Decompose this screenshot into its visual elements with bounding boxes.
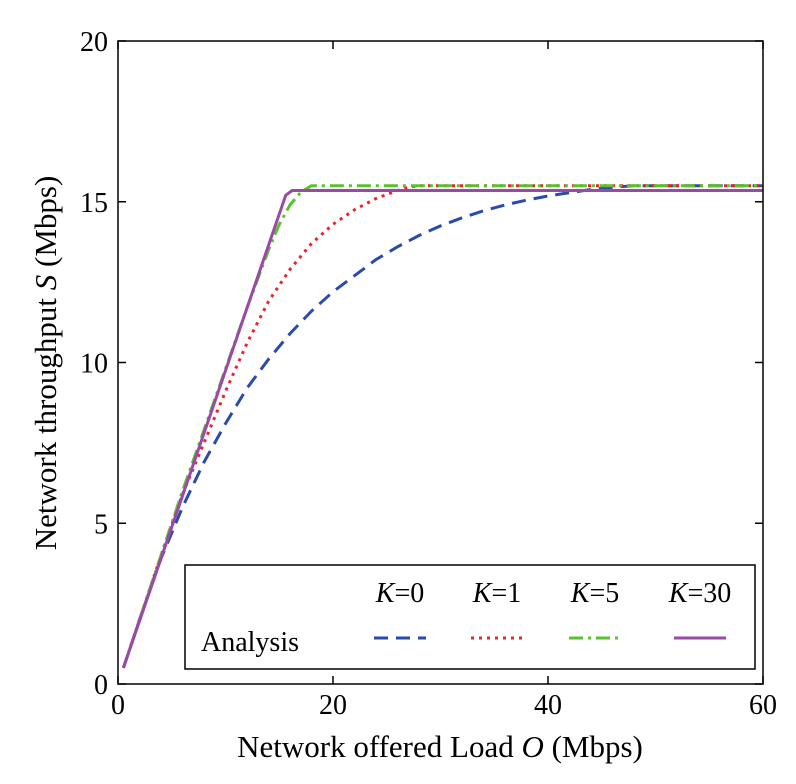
series-line-k0: [121, 184, 763, 669]
series-line-k30: [121, 189, 763, 669]
legend-var: K: [375, 578, 396, 609]
x-tick-label: 40: [534, 690, 562, 721]
legend-var: K: [472, 578, 493, 609]
legend-value: =1: [491, 578, 521, 609]
legend-value: =30: [687, 578, 731, 609]
legend-box: [184, 564, 756, 670]
y-tick-label: 5: [94, 509, 108, 540]
x-tick-label: 20: [319, 690, 347, 721]
x-axis-label-var: O: [521, 729, 543, 764]
series-lines: [121, 184, 763, 669]
y-axis-ticks: 0 5 10 15 20: [80, 27, 763, 701]
y-axis-label-post: (Mbps): [28, 176, 63, 275]
legend-label-k1: K=1: [472, 578, 521, 609]
legend-label-k5: K=5: [570, 578, 619, 609]
y-tick-label: 10: [80, 349, 108, 380]
x-axis-label-post: (Mbps): [544, 729, 643, 764]
y-axis-label-var: S: [28, 275, 63, 291]
y-axis-label-pre: Network throughput: [28, 290, 63, 550]
legend-var: K: [668, 578, 689, 609]
y-tick-label: 20: [80, 27, 108, 58]
legend-entries: K=0 K=1 K=5 K=30: [374, 578, 731, 640]
legend-label-k0: K=0: [375, 578, 424, 609]
legend-value: =5: [589, 578, 619, 609]
legend-var: K: [570, 578, 591, 609]
legend-label-k30: K=30: [668, 578, 731, 609]
x-axis-label: Network offered Load O (Mbps): [237, 729, 643, 764]
x-tick-label: 0: [111, 690, 125, 721]
y-tick-label: 15: [80, 188, 108, 219]
x-axis-ticks: 0 20 40 60: [111, 41, 777, 721]
x-tick-label: 60: [749, 690, 777, 721]
legend-value: =0: [394, 578, 424, 609]
legend: Analysis K=0 K=1 K=5 K=30: [184, 564, 756, 670]
legend-row-label: Analysis: [201, 627, 299, 658]
y-tick-label: 0: [94, 670, 108, 701]
y-axis-label: Network throughput S (Mbps): [28, 176, 63, 551]
x-axis-label-pre: Network offered Load: [237, 729, 521, 764]
